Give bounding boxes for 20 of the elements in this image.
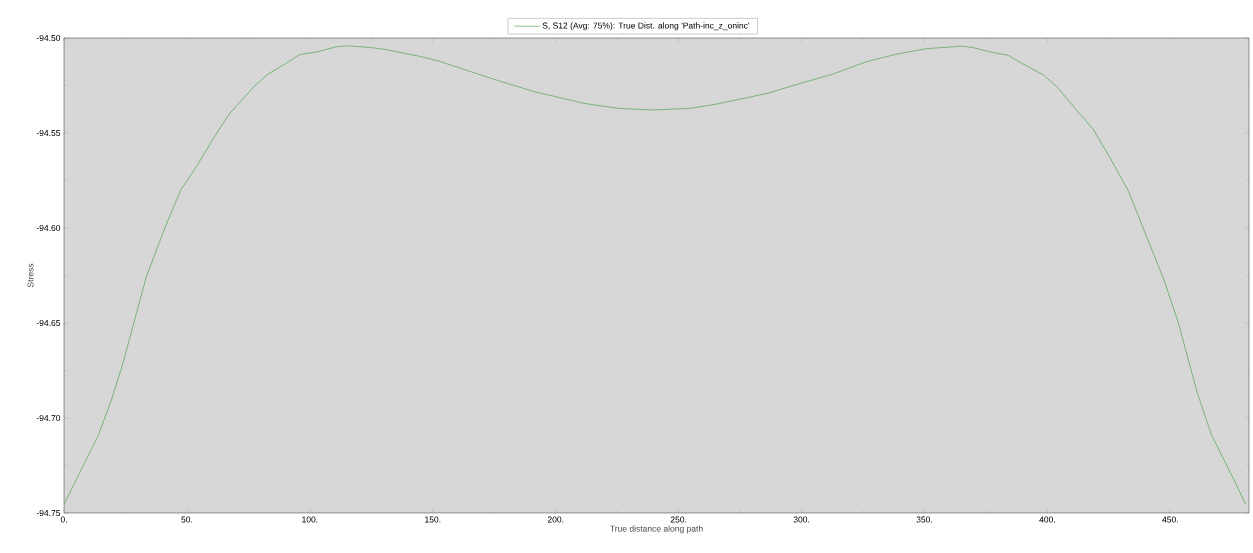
legend-label: S, S12 (Avg: 75%): True Dist. along 'Path-inc_z_oninc' [542, 22, 750, 31]
x-tick-label: 250. [670, 516, 687, 523]
x-tick-label: 350. [916, 516, 932, 523]
x-tick-label: 300. [793, 516, 810, 523]
x-axis-title: True distance along path [610, 525, 703, 534]
x-tick-label: 100. [302, 516, 318, 523]
x-tick-label: 150. [425, 516, 441, 523]
y-tick-label: -94.55 [36, 129, 61, 136]
line-series [64, 45, 1247, 505]
x-tick-label: 400. [1039, 516, 1055, 523]
x-tick-label: 50. [181, 516, 193, 523]
y-tick-label: -94.70 [36, 414, 61, 421]
y-tick-label: -94.75 [36, 509, 61, 516]
x-tick-label: 200. [547, 516, 564, 523]
y-tick-label: -94.50 [36, 34, 61, 41]
x-tick-label: 0. [60, 516, 67, 523]
y-tick-label: -94.65 [36, 319, 61, 326]
x-tick-label: 450. [1162, 516, 1178, 523]
y-axis-title: Stress [27, 263, 34, 288]
y-tick-label: -94.60 [36, 224, 61, 231]
